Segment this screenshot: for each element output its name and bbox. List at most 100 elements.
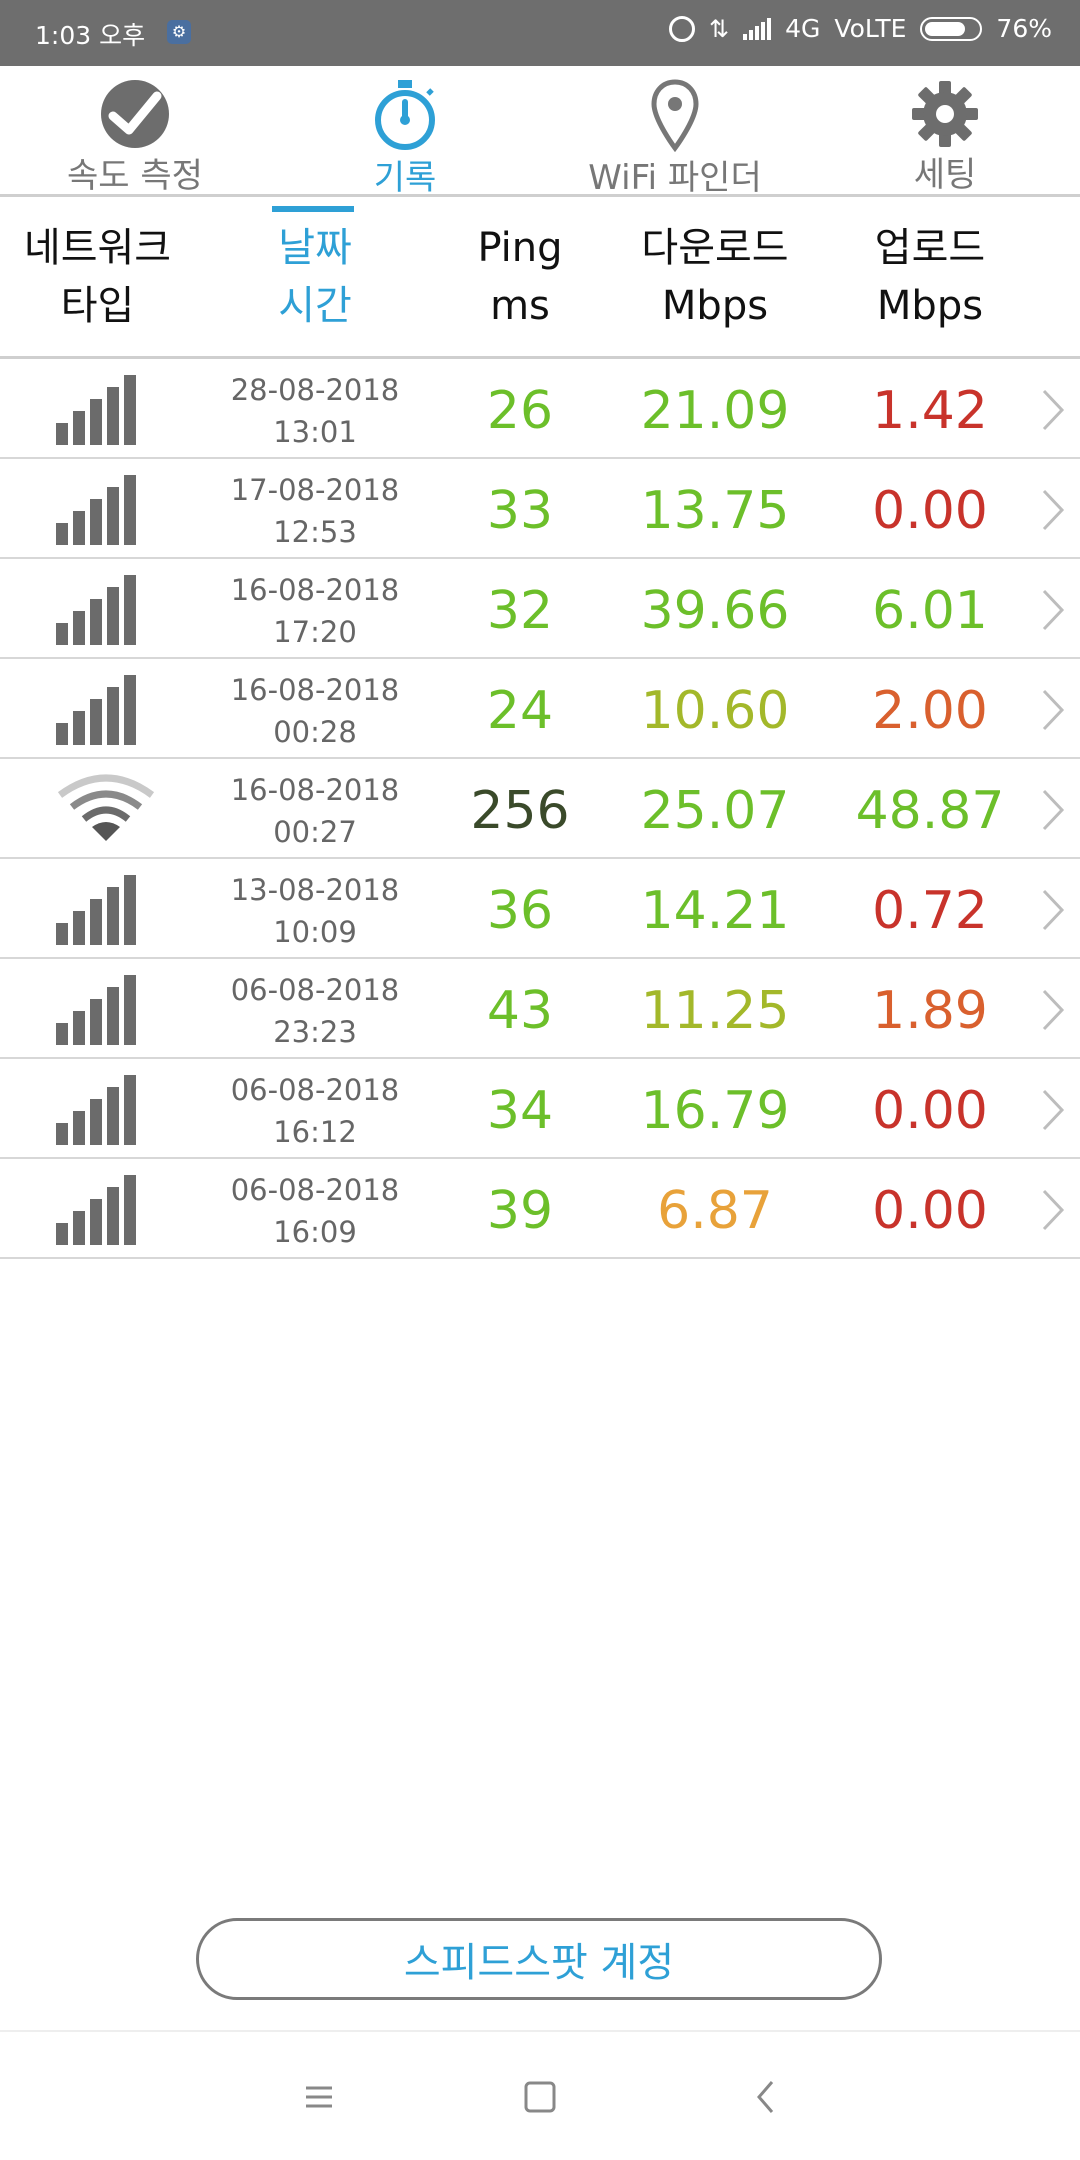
column-label: 다운로드 [641, 225, 789, 271]
history-row[interactable]: 06-08-2018 16:12 34 16.79 0.00 [0, 1059, 1080, 1159]
upload-value: 1.42 [872, 381, 988, 441]
tab-history[interactable]: 기록 [270, 66, 540, 198]
alarm-icon [669, 15, 696, 42]
time-text: 16:09 [273, 1215, 357, 1249]
date-text: 06-08-2018 [230, 1173, 400, 1207]
sort-indicator [272, 206, 354, 212]
date-time-cell: 17-08-2018 12:53 [215, 469, 415, 553]
date-time-cell: 16-08-2018 00:27 [215, 769, 415, 853]
column-label: 날짜 [278, 225, 352, 271]
tab-speed-test[interactable]: 속도 측정 [0, 66, 270, 196]
download-value: 21.09 [640, 381, 790, 441]
download-value: 13.75 [640, 481, 790, 541]
stopwatch-icon [372, 78, 438, 152]
time-text: 13:01 [273, 415, 357, 449]
cellular-signal-icon [56, 1173, 146, 1245]
cellular-signal-icon [56, 873, 146, 945]
back-icon[interactable] [742, 2072, 792, 2122]
chevron-right-icon [1038, 385, 1068, 435]
tab-settings[interactable]: 세팅 [810, 66, 1080, 196]
history-row[interactable]: 13-08-2018 10:09 36 14.21 0.72 [0, 859, 1080, 959]
system-nav-bar [0, 2030, 1080, 2160]
status-time: 1:03 오후 [35, 21, 146, 50]
wifi-icon [56, 773, 155, 845]
time-text: 00:27 [273, 815, 357, 849]
cellular-signal-icon [56, 673, 146, 745]
download-value: 39.66 [640, 581, 790, 641]
column-label: 시간 [278, 283, 352, 329]
column-date-time[interactable]: 날짜 시간 [215, 197, 415, 357]
status-right: ⇅ 4G VoLTE 76% [669, 14, 1052, 43]
history-row[interactable]: 16-08-2018 00:28 24 10.60 2.00 [0, 659, 1080, 759]
upload-value: 0.00 [872, 481, 988, 541]
ping-value: 43 [486, 981, 554, 1041]
history-row[interactable]: 28-08-2018 13:01 26 21.09 1.42 [0, 359, 1080, 459]
cellular-signal-icon [56, 573, 146, 645]
column-label: ms [490, 283, 550, 329]
ping-value: 39 [486, 1181, 554, 1241]
download-value: 16.79 [640, 1081, 790, 1141]
column-headers: 네트워크 타입 날짜 시간 Ping ms 다운로드 Mbps 업로드 Mbps [0, 197, 1080, 357]
column-ping[interactable]: Ping ms [450, 197, 590, 357]
network-type: 4G [785, 14, 821, 43]
cellular-signal-icon [56, 473, 146, 545]
tab-label: 세팅 [913, 155, 977, 195]
date-time-cell: 28-08-2018 13:01 [215, 369, 415, 453]
history-row[interactable]: 06-08-2018 23:23 43 11.25 1.89 [0, 959, 1080, 1059]
column-upload[interactable]: 업로드 Mbps [830, 197, 1030, 357]
history-row[interactable]: 16-08-2018 00:27 256 25.07 48.87 [0, 759, 1080, 859]
column-download[interactable]: 다운로드 Mbps [610, 197, 820, 357]
notification-app-icon: ⚙ [167, 20, 191, 44]
column-network-type[interactable]: 네트워크 타입 [0, 197, 195, 357]
top-nav: 속도 측정 기록 WiFi 파인더 [0, 66, 1080, 198]
history-list: 28-08-2018 13:01 26 21.09 1.42 17-08-2018 12:5… [0, 359, 1080, 1259]
ping-value: 33 [486, 481, 554, 541]
ping-value: 32 [486, 581, 554, 641]
menu-icon[interactable] [294, 2072, 344, 2122]
header-divider [0, 356, 1080, 359]
battery-icon [920, 16, 983, 41]
date-time-cell: 16-08-2018 17:20 [215, 569, 415, 653]
download-value: 25.07 [640, 781, 790, 841]
chevron-right-icon [1038, 1185, 1068, 1235]
download-value: 10.60 [640, 681, 790, 741]
chevron-right-icon [1038, 785, 1068, 835]
status-bar: 1:03 오후 ⚙ ⇅ 4G VoLTE 76% [0, 0, 1080, 66]
time-text: 00:28 [273, 715, 357, 749]
date-time-cell: 06-08-2018 23:23 [215, 969, 415, 1053]
chevron-right-icon [1038, 685, 1068, 735]
download-value: 11.25 [640, 981, 790, 1041]
date-time-cell: 16-08-2018 00:28 [215, 669, 415, 753]
history-row[interactable]: 17-08-2018 12:53 33 13.75 0.00 [0, 459, 1080, 559]
chevron-right-icon [1038, 585, 1068, 635]
date-text: 13-08-2018 [230, 873, 400, 907]
tab-label: 기록 [373, 158, 437, 198]
chevron-right-icon [1038, 885, 1068, 935]
tab-label: WiFi 파인더 [588, 158, 762, 198]
date-time-cell: 06-08-2018 16:12 [215, 1069, 415, 1153]
cellular-signal-icon [56, 373, 146, 445]
history-row[interactable]: 06-08-2018 16:09 39 6.87 0.00 [0, 1159, 1080, 1259]
speedspot-account-button[interactable]: 스피드스팟 계정 [196, 1918, 882, 2000]
tab-wifi-finder[interactable]: WiFi 파인더 [540, 66, 810, 198]
ping-value: 36 [486, 881, 554, 941]
speedometer-check-icon [99, 78, 171, 150]
upload-value: 1.89 [872, 981, 988, 1041]
ping-value: 26 [486, 381, 554, 441]
column-label: 업로드 [874, 225, 986, 271]
time-text: 12:53 [273, 515, 357, 549]
upload-value: 48.87 [855, 781, 1005, 841]
date-text: 06-08-2018 [230, 973, 400, 1007]
time-text: 16:12 [273, 1115, 357, 1149]
date-time-cell: 06-08-2018 16:09 [215, 1169, 415, 1253]
history-row[interactable]: 16-08-2018 17:20 32 39.66 6.01 [0, 559, 1080, 659]
date-text: 06-08-2018 [230, 1073, 400, 1107]
upload-value: 6.01 [872, 581, 988, 641]
time-text: 17:20 [273, 615, 357, 649]
home-icon[interactable] [515, 2072, 565, 2122]
ping-value: 24 [486, 681, 554, 741]
column-label: Ping [477, 225, 563, 271]
date-text: 16-08-2018 [230, 673, 400, 707]
chevron-right-icon [1038, 485, 1068, 535]
column-label: 타입 [60, 283, 135, 329]
